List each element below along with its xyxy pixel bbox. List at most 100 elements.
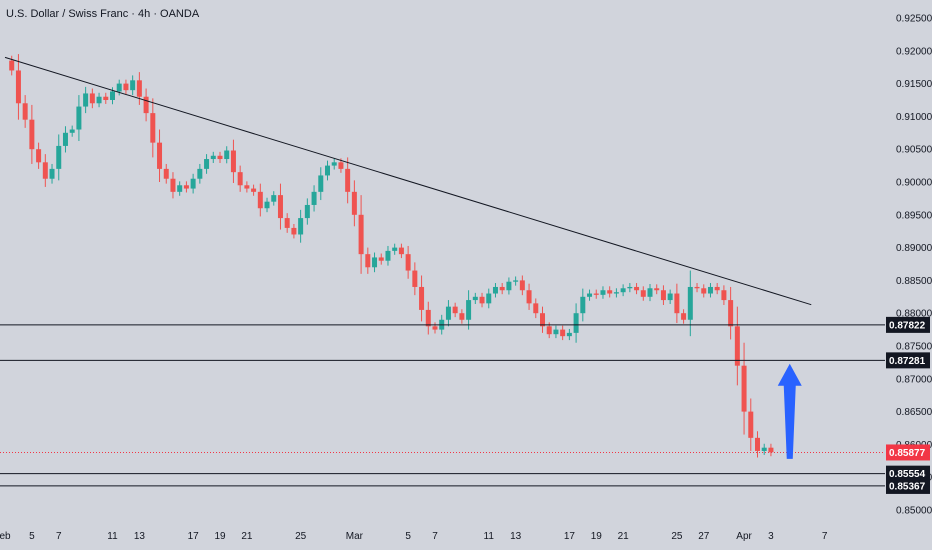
candle-body: [103, 96, 109, 100]
candle-body: [136, 80, 142, 97]
time-tick-label: 13: [134, 531, 146, 542]
time-tick-label: 3: [768, 531, 774, 542]
time-tick-label: 13: [510, 531, 522, 542]
candle-body: [560, 329, 566, 337]
candle-body: [486, 293, 492, 304]
level-price-tag: 0.87822: [889, 320, 926, 331]
candle-body: [513, 280, 519, 282]
candle-body: [573, 313, 579, 333]
candle-body: [459, 313, 465, 320]
candle-body: [15, 70, 21, 104]
price-tick-label: 0.90000: [896, 178, 932, 189]
candle-body: [264, 201, 270, 209]
current-price-tag: 0.85877: [889, 448, 926, 459]
candle-body: [714, 286, 720, 291]
candle-body: [130, 80, 136, 91]
price-tick-label: 0.88000: [896, 309, 932, 320]
up-arrow-annotation[interactable]: [777, 363, 802, 459]
price-tick-label: 0.90500: [896, 145, 932, 156]
candle-body: [540, 313, 545, 327]
candle-body: [620, 288, 626, 293]
candle-body: [69, 129, 75, 133]
candle-body: [701, 288, 707, 294]
time-tick-label: 11: [484, 531, 495, 542]
candle-body: [667, 293, 673, 301]
candle-body: [318, 175, 324, 192]
current-price-tag-bg: [886, 444, 930, 461]
candle-body: [445, 306, 451, 320]
candle-body: [728, 300, 734, 327]
level-price-tag-bg: [886, 477, 930, 494]
level-price-tag: 0.85367: [889, 481, 926, 492]
price-tick-label: 0.86500: [896, 407, 932, 418]
level-price-tag-bg: [886, 352, 930, 369]
price-tick-label: 0.91500: [896, 79, 932, 90]
candle-body: [76, 106, 82, 130]
candle-body: [345, 168, 351, 192]
time-tick-label: 7: [432, 531, 438, 542]
candle-body: [89, 93, 95, 104]
candle-body: [378, 257, 384, 261]
time-tick-label: 27: [698, 531, 710, 542]
price-tick-label: 0.89000: [896, 243, 932, 254]
candle-body: [244, 185, 250, 189]
candle-body: [358, 214, 364, 255]
candle-body: [197, 168, 203, 179]
candle-body: [694, 286, 700, 289]
candle-body: [687, 286, 693, 320]
candle-body: [36, 149, 42, 163]
time-tick-label: Mar: [346, 531, 364, 542]
candle-body: [277, 195, 283, 219]
candle-body: [647, 288, 653, 297]
candle-body: [755, 437, 760, 451]
candle-body: [183, 185, 189, 189]
candle-body: [419, 286, 425, 310]
candle-body: [398, 247, 404, 255]
candle-body: [338, 162, 344, 169]
time-tick-label: 21: [618, 531, 630, 542]
time-tick-label: 7: [56, 531, 62, 542]
time-tick-label: eb: [0, 531, 11, 542]
candle-body: [331, 162, 337, 166]
candle-body: [506, 281, 512, 291]
candle-body: [479, 296, 485, 304]
candle-body: [177, 185, 183, 192]
price-tick-label: 0.89500: [896, 210, 932, 221]
candle-body: [42, 162, 48, 179]
candle-body: [587, 293, 593, 297]
candle-body: [741, 365, 747, 412]
candle-body: [748, 411, 754, 438]
candle-body: [49, 168, 55, 179]
candle-body: [62, 132, 68, 146]
candle-body: [385, 250, 391, 261]
candle-body: [230, 150, 236, 173]
candle-body: [405, 254, 411, 271]
candle-body: [190, 178, 196, 189]
candle-body: [9, 60, 15, 71]
candle-body: [627, 286, 633, 289]
candle-body: [472, 296, 478, 301]
candle-body: [96, 96, 102, 104]
candle-body: [432, 326, 438, 330]
candle-body: [634, 286, 640, 291]
time-tick-label: Apr: [736, 531, 752, 542]
time-tick-label: 17: [564, 531, 576, 542]
chart-title: U.S. Dollar / Swiss Franc · 4h · OANDA: [6, 8, 200, 20]
time-tick-label: 11: [107, 531, 118, 542]
time-tick-label: 21: [241, 531, 253, 542]
candle-body: [298, 218, 304, 235]
candle-body: [761, 447, 767, 451]
candle-body: [83, 93, 89, 107]
candle-body: [22, 103, 28, 120]
candle-body: [291, 227, 297, 235]
level-price-tag-bg: [886, 465, 930, 482]
candle-body: [284, 218, 290, 228]
candle-body: [533, 303, 539, 314]
candle-body: [734, 326, 740, 366]
trendline[interactable]: [4, 56, 812, 306]
candle-body: [721, 290, 727, 301]
candle-body: [29, 119, 35, 150]
candle-body: [204, 159, 210, 169]
